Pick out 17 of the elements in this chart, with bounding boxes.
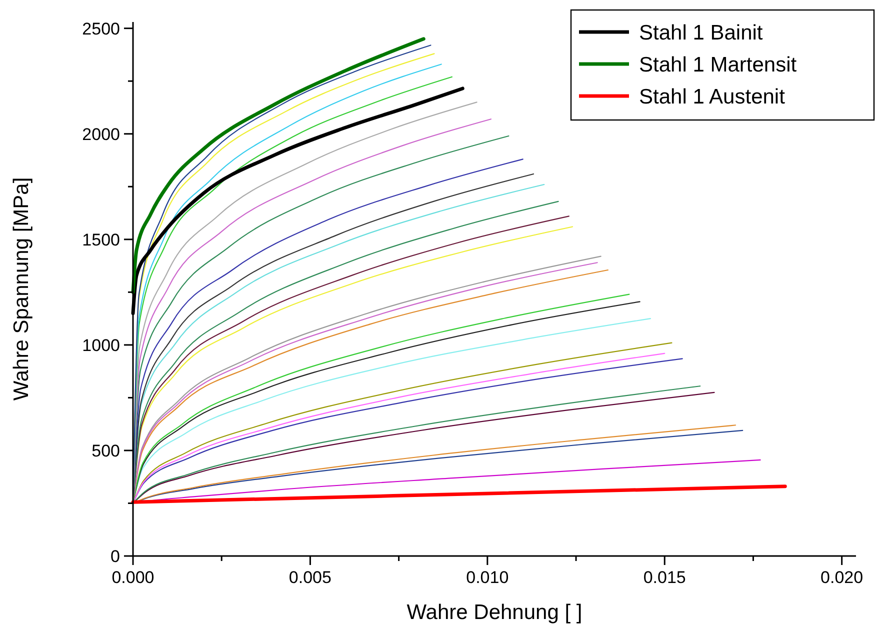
x-tick-label: 0.010 — [466, 568, 509, 587]
y-tick-label: 500 — [92, 441, 120, 460]
y-tick-label: 1000 — [82, 336, 120, 355]
y-tick-label: 1500 — [82, 230, 120, 250]
y-tick-label: 2000 — [82, 124, 120, 144]
x-tick-label: 0.020 — [820, 568, 864, 587]
legend-label: Stahl 1 Austenit — [639, 85, 786, 108]
legend-label: Stahl 1 Martensit — [639, 53, 797, 76]
line-series — [131, 37, 426, 294]
x-tick-label: 0.005 — [288, 568, 332, 587]
x-axis-title: Wahre Dehnung [ ] — [406, 601, 582, 624]
y-axis-title: Wahre Spannung [MPa] — [10, 177, 33, 401]
y-tick-label: 0 — [110, 546, 120, 566]
x-tick-label: 0.015 — [643, 568, 686, 587]
x-tick-label: 0.000 — [112, 568, 154, 587]
legend-label: Stahl 1 Bainit — [639, 21, 763, 44]
y-tick-label: 2500 — [82, 19, 120, 38]
